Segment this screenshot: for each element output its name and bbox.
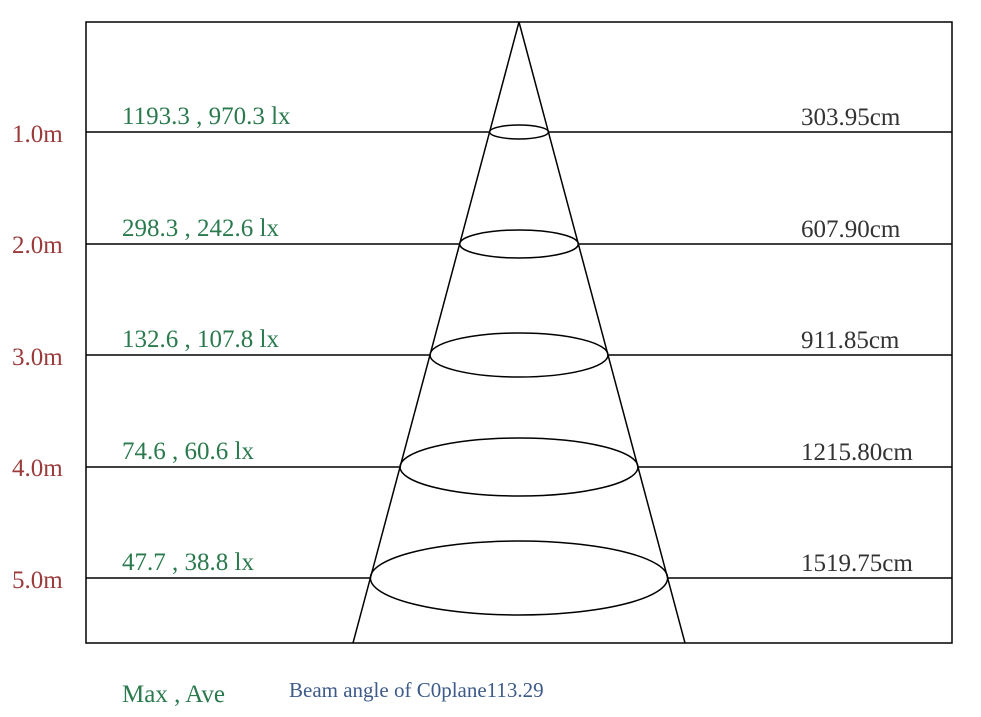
beam-ellipse-2 [458,229,580,259]
distance-label-5m: 5.0m [12,567,63,594]
beam-ellipse-4 [399,437,639,497]
illuminance-label-4m: 74.6 , 60.6 lx [122,438,254,465]
diameter-label-2m: 607.90cm [801,216,901,243]
illuminance-label-5m: 47.7 , 38.8 lx [122,549,254,576]
distance-label-4m: 4.0m [12,455,63,482]
cone-left-edge [352,21,520,644]
beam-ellipse-5 [369,540,669,616]
diameter-label-5m: 1519.75cm [801,550,913,577]
illuminance-label-3m: 132.6 , 107.8 lx [122,326,279,353]
beam-ellipse-1 [488,124,550,140]
diameter-label-4m: 1215.80cm [801,439,913,466]
illuminance-label-2m: 298.3 , 242.6 lx [122,215,279,242]
distance-label-2m: 2.0m [12,232,63,259]
beam-angle-label: Beam angle of C0plane113.29 [289,678,544,702]
distance-label-3m: 3.0m [12,344,63,371]
illuminance-label-1m: 1193.3 , 970.3 lx [122,103,291,130]
beam-ellipse-3 [429,332,609,378]
max-ave-legend: Max , Ave [122,681,225,708]
distance-label-1m: 1.0m [12,121,63,148]
cone-right-edge [518,21,686,644]
diameter-label-3m: 911.85cm [801,327,900,354]
diameter-label-1m: 303.95cm [801,104,901,131]
